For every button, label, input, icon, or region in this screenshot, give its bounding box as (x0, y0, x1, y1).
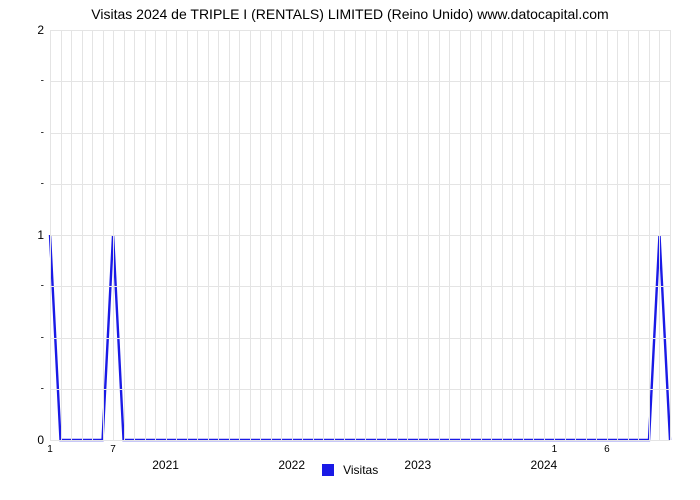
plot-area: 012------17162021202220232024 (50, 30, 670, 440)
y-tick-label: 0 (20, 433, 44, 447)
hgrid-line (50, 440, 670, 441)
vgrid-line (124, 30, 125, 440)
vgrid-line (355, 30, 356, 440)
vgrid-line (145, 30, 146, 440)
vgrid-line (554, 30, 555, 440)
y-minor-tick: - (20, 178, 44, 189)
vgrid-line (502, 30, 503, 440)
vgrid-line (260, 30, 261, 440)
vgrid-line (281, 30, 282, 440)
hgrid-line (50, 389, 670, 390)
vgrid-line (71, 30, 72, 440)
vgrid-line (670, 30, 671, 440)
vgrid-line (218, 30, 219, 440)
hgrid-line (50, 133, 670, 134)
vgrid-line (334, 30, 335, 440)
chart-title: Visitas 2024 de TRIPLE I (RENTALS) LIMIT… (0, 6, 700, 22)
vgrid-line (638, 30, 639, 440)
hgrid-line (50, 81, 670, 82)
vgrid-line (82, 30, 83, 440)
vgrid-line (302, 30, 303, 440)
vgrid-line (103, 30, 104, 440)
vgrid-line (376, 30, 377, 440)
vgrid-line (533, 30, 534, 440)
vgrid-line (365, 30, 366, 440)
vgrid-line (61, 30, 62, 440)
x-minor-tick: 1 (47, 444, 53, 455)
legend-label: Visitas (343, 463, 378, 477)
vgrid-line (407, 30, 408, 440)
vgrid-line (50, 30, 51, 440)
vgrid-line (460, 30, 461, 440)
vgrid-line (197, 30, 198, 440)
hgrid-line (50, 286, 670, 287)
chart-container: Visitas 2024 de TRIPLE I (RENTALS) LIMIT… (0, 0, 700, 500)
vgrid-line (544, 30, 545, 440)
y-minor-tick: - (20, 127, 44, 138)
vgrid-line (344, 30, 345, 440)
vgrid-line (449, 30, 450, 440)
x-minor-tick: 6 (604, 444, 610, 455)
hgrid-line (50, 30, 670, 31)
legend-swatch (322, 464, 334, 476)
x-minor-tick: 7 (110, 444, 116, 455)
vgrid-line (176, 30, 177, 440)
y-minor-tick: - (20, 332, 44, 343)
vgrid-line (491, 30, 492, 440)
vgrid-line (628, 30, 629, 440)
vgrid-line (92, 30, 93, 440)
vgrid-line (617, 30, 618, 440)
legend: Visitas (0, 462, 700, 477)
vgrid-line (481, 30, 482, 440)
vgrid-line (134, 30, 135, 440)
vgrid-line (113, 30, 114, 440)
vgrid-line (418, 30, 419, 440)
vgrid-line (187, 30, 188, 440)
vgrid-line (229, 30, 230, 440)
vgrid-line (397, 30, 398, 440)
y-tick-label: 1 (20, 228, 44, 242)
vgrid-line (208, 30, 209, 440)
y-tick-label: 2 (20, 23, 44, 37)
y-minor-tick: - (20, 383, 44, 394)
vgrid-line (575, 30, 576, 440)
vgrid-line (607, 30, 608, 440)
vgrid-line (649, 30, 650, 440)
x-minor-tick: 1 (552, 444, 558, 455)
hgrid-line (50, 184, 670, 185)
hgrid-line (50, 235, 670, 236)
vgrid-line (523, 30, 524, 440)
vgrid-line (250, 30, 251, 440)
vgrid-line (155, 30, 156, 440)
vgrid-line (512, 30, 513, 440)
vgrid-line (565, 30, 566, 440)
vgrid-line (470, 30, 471, 440)
vgrid-line (586, 30, 587, 440)
vgrid-line (659, 30, 660, 440)
vgrid-line (596, 30, 597, 440)
vgrid-line (166, 30, 167, 440)
vgrid-line (439, 30, 440, 440)
vgrid-line (239, 30, 240, 440)
vgrid-line (428, 30, 429, 440)
vgrid-line (292, 30, 293, 440)
vgrid-line (271, 30, 272, 440)
vgrid-line (323, 30, 324, 440)
vgrid-line (386, 30, 387, 440)
vgrid-line (313, 30, 314, 440)
y-minor-tick: - (20, 76, 44, 87)
y-minor-tick: - (20, 281, 44, 292)
hgrid-line (50, 338, 670, 339)
